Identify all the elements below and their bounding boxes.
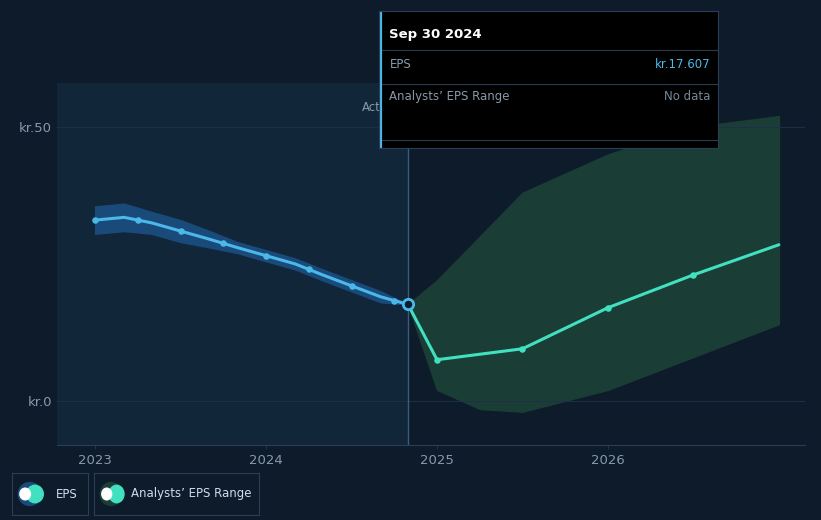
Point — [259, 252, 273, 260]
Ellipse shape — [100, 483, 122, 505]
Point — [388, 296, 401, 305]
Point — [302, 265, 315, 274]
Point — [89, 216, 102, 224]
Point — [345, 282, 358, 290]
Text: Actual: Actual — [362, 101, 399, 114]
Bar — [408, 83, 805, 445]
Ellipse shape — [26, 485, 44, 503]
Text: EPS: EPS — [389, 58, 411, 71]
Ellipse shape — [18, 483, 41, 505]
Text: Analysts’ EPS Range: Analysts’ EPS Range — [389, 90, 510, 103]
Bar — [57, 83, 408, 445]
Point — [516, 345, 529, 353]
Ellipse shape — [102, 488, 112, 500]
Point — [602, 304, 615, 312]
Point — [174, 227, 187, 235]
Text: Sep 30 2024: Sep 30 2024 — [389, 28, 482, 41]
Text: No data: No data — [664, 90, 711, 103]
Point — [430, 356, 443, 364]
Ellipse shape — [20, 488, 30, 500]
Text: Analysts Forecasts: Analysts Forecasts — [416, 101, 526, 114]
Point — [401, 300, 415, 308]
Point — [687, 271, 700, 279]
Ellipse shape — [109, 485, 124, 503]
Text: Analysts’ EPS Range: Analysts’ EPS Range — [131, 488, 251, 500]
Point — [131, 216, 144, 224]
Point — [217, 239, 230, 248]
Text: kr.17.607: kr.17.607 — [655, 58, 711, 71]
Text: EPS: EPS — [56, 488, 78, 500]
